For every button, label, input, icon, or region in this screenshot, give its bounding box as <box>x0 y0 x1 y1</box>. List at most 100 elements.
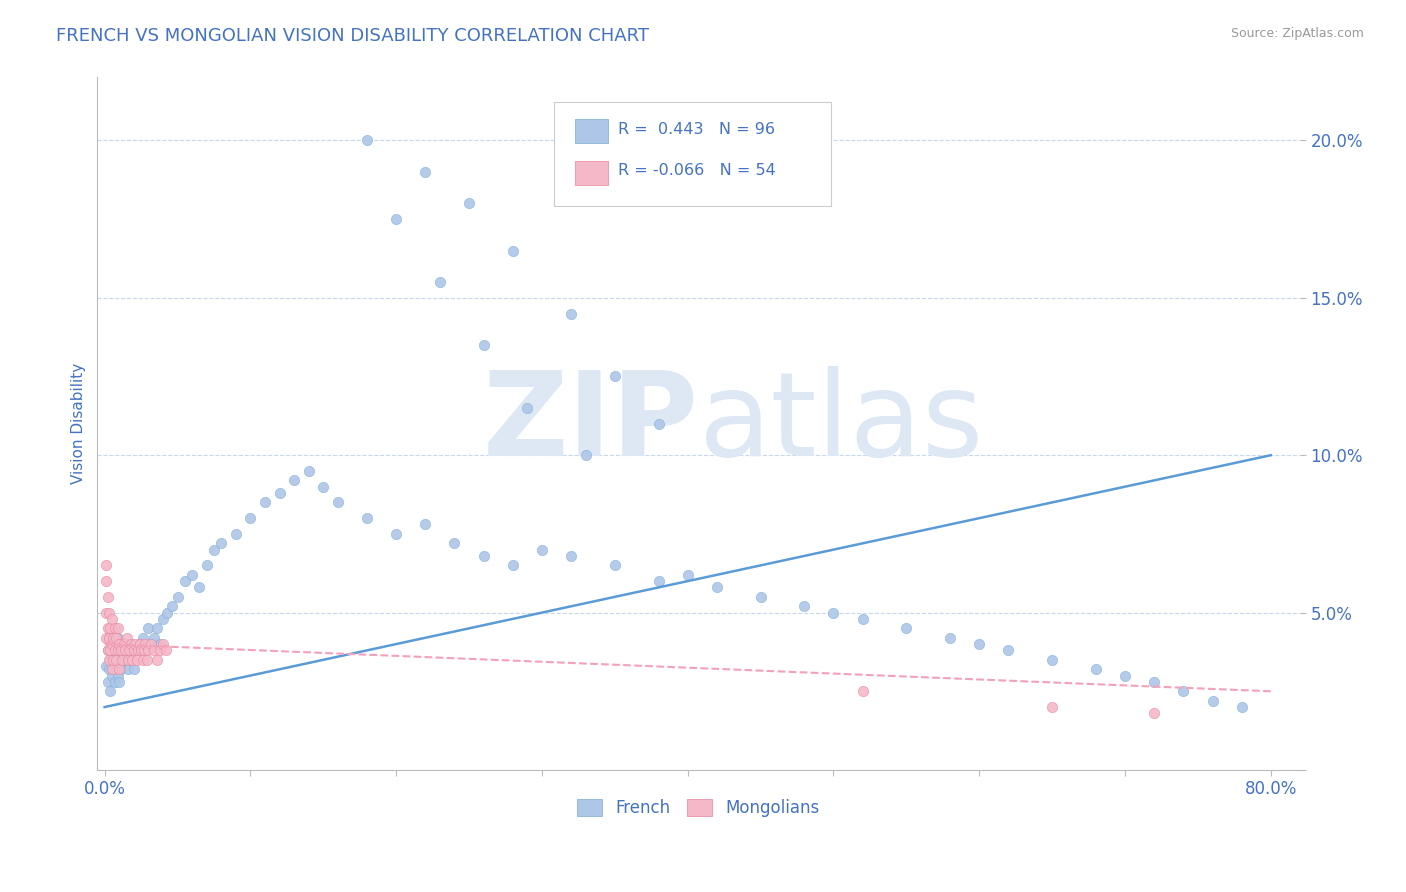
Point <box>138 643 160 657</box>
Point <box>166 590 188 604</box>
Point <box>115 643 138 657</box>
Point <box>146 621 169 635</box>
Legend: French, Mongolians: French, Mongolians <box>571 792 827 824</box>
Point <box>188 581 211 595</box>
Point <box>94 574 117 588</box>
Point <box>110 662 132 676</box>
Point <box>117 662 139 676</box>
Point <box>195 558 218 573</box>
Point <box>100 621 122 635</box>
Text: Source: ZipAtlas.com: Source: ZipAtlas.com <box>1230 27 1364 40</box>
Point <box>516 401 538 415</box>
Point <box>94 631 117 645</box>
Point <box>1114 668 1136 682</box>
Text: R = -0.066   N = 54: R = -0.066 N = 54 <box>619 163 776 178</box>
Point <box>160 599 183 614</box>
Point <box>120 653 142 667</box>
Point <box>502 244 524 258</box>
Point <box>326 495 349 509</box>
Point <box>94 558 117 573</box>
Point <box>125 653 148 667</box>
Point <box>121 653 143 667</box>
Point <box>141 637 163 651</box>
Point <box>111 653 134 667</box>
Point <box>121 643 143 657</box>
Point <box>125 643 148 657</box>
Point <box>103 637 125 651</box>
Point <box>108 674 131 689</box>
Point <box>107 643 129 657</box>
Point <box>415 517 437 532</box>
Point <box>896 621 918 635</box>
Text: FRENCH VS MONGOLIAN VISION DISABILITY CORRELATION CHART: FRENCH VS MONGOLIAN VISION DISABILITY CO… <box>56 27 650 45</box>
Point <box>107 668 129 682</box>
Text: ZIP: ZIP <box>482 367 699 481</box>
Text: atlas: atlas <box>699 367 984 481</box>
Point <box>530 542 553 557</box>
Point <box>98 631 121 645</box>
Point <box>98 653 121 667</box>
Point <box>1143 674 1166 689</box>
Point <box>108 637 131 651</box>
Point <box>104 643 127 657</box>
Point <box>131 653 153 667</box>
Point <box>118 643 141 657</box>
Point <box>128 637 150 651</box>
Point <box>356 133 378 147</box>
Point <box>122 662 145 676</box>
Point <box>98 662 121 676</box>
Point <box>103 631 125 645</box>
Point <box>122 643 145 657</box>
Point <box>852 684 875 698</box>
Point <box>101 662 124 676</box>
Point <box>1143 706 1166 721</box>
Point <box>225 527 247 541</box>
Point <box>603 558 626 573</box>
Point <box>124 637 146 651</box>
Point <box>127 643 149 657</box>
Point <box>101 637 124 651</box>
Point <box>356 511 378 525</box>
Point <box>560 307 582 321</box>
Point <box>138 621 160 635</box>
Point <box>96 643 118 657</box>
Point <box>560 549 582 563</box>
Point <box>108 653 131 667</box>
Point <box>269 486 291 500</box>
Point <box>94 606 117 620</box>
Point <box>128 637 150 651</box>
Point <box>143 643 166 657</box>
Point <box>156 606 179 620</box>
Point <box>129 643 152 657</box>
Point <box>105 631 128 645</box>
Point <box>131 631 153 645</box>
Point <box>149 643 172 657</box>
Point <box>101 612 124 626</box>
Point <box>458 196 481 211</box>
Point <box>143 631 166 645</box>
Point <box>115 631 138 645</box>
Point <box>108 662 131 676</box>
Point <box>96 621 118 635</box>
Point <box>1173 684 1195 698</box>
Text: R =  0.443   N = 96: R = 0.443 N = 96 <box>619 122 775 136</box>
Point <box>415 165 437 179</box>
Point <box>283 474 305 488</box>
Y-axis label: Vision Disability: Vision Disability <box>72 363 86 484</box>
Point <box>502 558 524 573</box>
FancyBboxPatch shape <box>575 119 609 144</box>
Point <box>472 338 495 352</box>
Point <box>112 637 135 651</box>
Point <box>1040 653 1063 667</box>
Point <box>103 662 125 676</box>
Point <box>112 637 135 651</box>
Point <box>385 527 408 541</box>
Point <box>100 643 122 657</box>
Point <box>823 606 845 620</box>
Point <box>152 637 174 651</box>
Point <box>155 643 177 657</box>
FancyBboxPatch shape <box>554 102 831 205</box>
Point <box>181 567 204 582</box>
Point <box>132 643 155 657</box>
Point <box>114 643 136 657</box>
